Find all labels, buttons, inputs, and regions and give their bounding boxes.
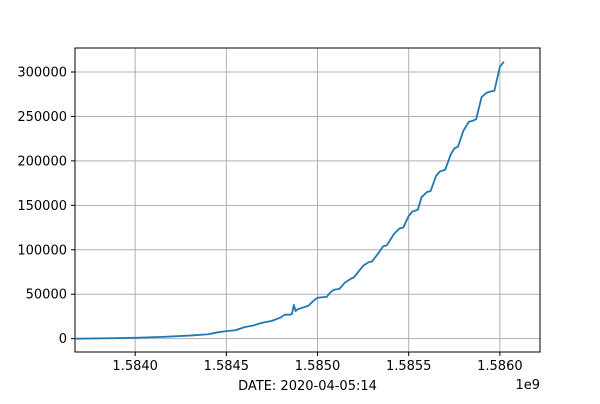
y-axis-ticks: 0 50000 100000 150000 200000 250000 300000 bbox=[17, 66, 75, 347]
y-tick-label: 50000 bbox=[26, 288, 67, 303]
x-tick-label: 1.5850 bbox=[295, 359, 341, 374]
x-axis-ticks: 1.5840 1.5845 1.5850 1.5855 1.5860 bbox=[112, 352, 523, 374]
x-tick-label: 1.5855 bbox=[386, 359, 432, 374]
x-axis-label: DATE: 2020-04-05:14 bbox=[238, 379, 377, 394]
x-tick-label: 1.5860 bbox=[477, 359, 523, 374]
series-layer bbox=[75, 61, 505, 340]
x-tick-label: 1.5845 bbox=[204, 359, 250, 374]
y-tick-label: 300000 bbox=[17, 66, 67, 81]
x-tick-label: 1.5840 bbox=[112, 359, 158, 374]
y-tick-label: 100000 bbox=[17, 243, 67, 258]
y-tick-label: 150000 bbox=[17, 199, 67, 214]
x-axis-offset-label: 1e9 bbox=[515, 378, 540, 393]
grid-lines bbox=[75, 48, 540, 352]
plot-area-frame bbox=[74, 47, 541, 353]
y-tick-label: 0 bbox=[59, 332, 67, 347]
y-tick-label: 200000 bbox=[17, 154, 67, 169]
series-line bbox=[75, 61, 505, 340]
y-tick-label: 250000 bbox=[17, 110, 67, 125]
